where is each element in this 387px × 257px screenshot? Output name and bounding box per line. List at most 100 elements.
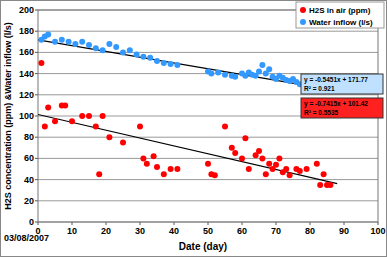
point [86,113,92,119]
grid-line [38,179,378,180]
point [174,166,180,172]
point [134,52,140,58]
point [283,166,289,172]
point [168,61,174,67]
point [147,55,153,61]
point [256,148,262,154]
point [297,168,303,174]
point [208,71,214,77]
grid-line [38,52,378,53]
point [168,166,174,172]
r2: R² = 0.921 [304,85,335,92]
tick-label: 100 [370,226,385,236]
point [174,62,180,68]
trendline [38,114,337,183]
tick-label: 70 [271,226,281,236]
legend-label: Water inflow (l/s) [309,18,373,27]
point [154,58,160,64]
point [100,47,106,53]
tick-label: 90 [339,226,349,236]
point [327,182,333,188]
tick-label: 140 [19,69,34,79]
point [113,44,119,50]
point [79,113,85,119]
legend-marker [300,7,306,13]
point [96,171,102,177]
point [93,45,99,51]
tick-label: 20 [24,196,34,206]
equation-box [301,98,383,118]
legend-marker [300,19,306,25]
point [120,140,126,146]
x-label: Date (day) [179,241,227,252]
point [86,42,92,48]
point [246,166,252,172]
point [229,145,235,151]
tick-label: 40 [169,226,179,236]
point [69,118,75,124]
tick-label: 60 [237,226,247,236]
plot-area [38,31,337,188]
tick-label: 200 [19,5,34,15]
point [140,54,146,60]
tick-label: 80 [24,132,34,142]
legend [296,2,384,28]
point [215,70,221,76]
point [72,41,78,47]
trendline [38,40,300,84]
legend-label: H2S in air (ppm) [309,6,371,15]
point [266,161,272,167]
point [140,155,146,161]
tick-label: 80 [305,226,315,236]
point [263,171,269,177]
point [314,161,320,167]
point [317,182,323,188]
point [232,150,238,156]
tick-label: 100 [19,111,34,121]
tick-label: 60 [24,153,34,163]
point [161,171,167,177]
point [259,62,265,68]
tick-label: 0 [29,217,34,227]
point [266,66,272,72]
tick-label: 30 [135,226,145,236]
grid-line [38,200,378,201]
point [45,105,51,111]
point [276,155,282,161]
point [212,172,218,178]
equation-box [301,74,383,94]
tick-label: 10 [67,226,77,236]
point [205,161,211,167]
point [321,171,327,177]
point [287,172,293,178]
point [120,49,126,55]
equation: y = -0.5451x + 171.77 [304,76,368,84]
point [304,166,310,172]
point [222,72,228,78]
tick-label: 20 [101,226,111,236]
point [93,124,99,130]
date-annotation: 03/08/2007 [4,233,49,243]
tick-label: 120 [19,90,34,100]
point [62,102,68,108]
point [100,113,106,119]
chart: 0204060801001201401601802000102030405060… [0,0,387,257]
grid-line [38,158,378,159]
equation: y = -0.7415x + 101.42 [304,100,368,108]
point [66,39,72,45]
point [256,68,262,74]
point [242,135,248,141]
r2: R² = 0.5535 [304,109,339,116]
tick-label: 40 [24,175,34,185]
point [144,161,150,167]
point [52,39,58,45]
point [259,155,265,161]
grid-line [38,137,378,138]
point [273,162,279,168]
point [222,124,228,130]
tick-label: 50 [203,226,213,236]
point [42,124,48,130]
point [137,124,143,130]
point [79,39,85,45]
y-label: H2S concentration (ppm) &Water inflow (l… [3,22,13,210]
